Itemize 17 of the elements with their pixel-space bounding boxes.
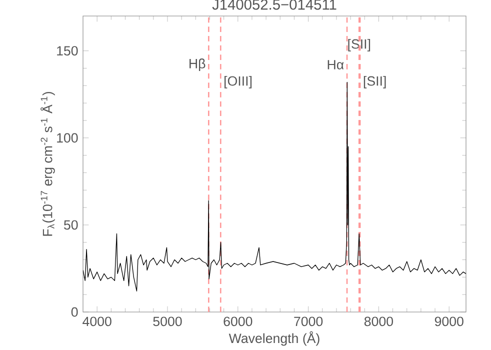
y-tick-label: 100	[57, 133, 78, 143]
y-tick-label: 150	[57, 46, 78, 56]
x-tick-label: 7000	[294, 316, 323, 326]
x-tick-label: 4000	[82, 316, 112, 326]
ref-line-label: [OIII]	[224, 76, 252, 88]
ref-line-label: Hα	[328, 60, 344, 70]
text: F$_{λ}$(10$^{-17}$ erg cm$^{-2}$ s$^{-1}$ Å$^{-1}$)	[40, 92, 55, 236]
ref-line-label: [SII]	[348, 38, 370, 52]
x-tick-label: 5000	[153, 316, 182, 326]
x-tick-label: 8000	[364, 316, 394, 326]
x-tick-label: 9000	[434, 316, 464, 326]
ref-line-label: Hβ	[190, 58, 206, 71]
ref-line-label: [SII]	[364, 76, 386, 88]
y-tick-label: 50	[64, 220, 78, 230]
x-tick-label: 6000	[224, 316, 252, 326]
y-tick-label: 0	[71, 307, 78, 317]
x-axis-title: Wavelength (Å)	[228, 331, 320, 346]
